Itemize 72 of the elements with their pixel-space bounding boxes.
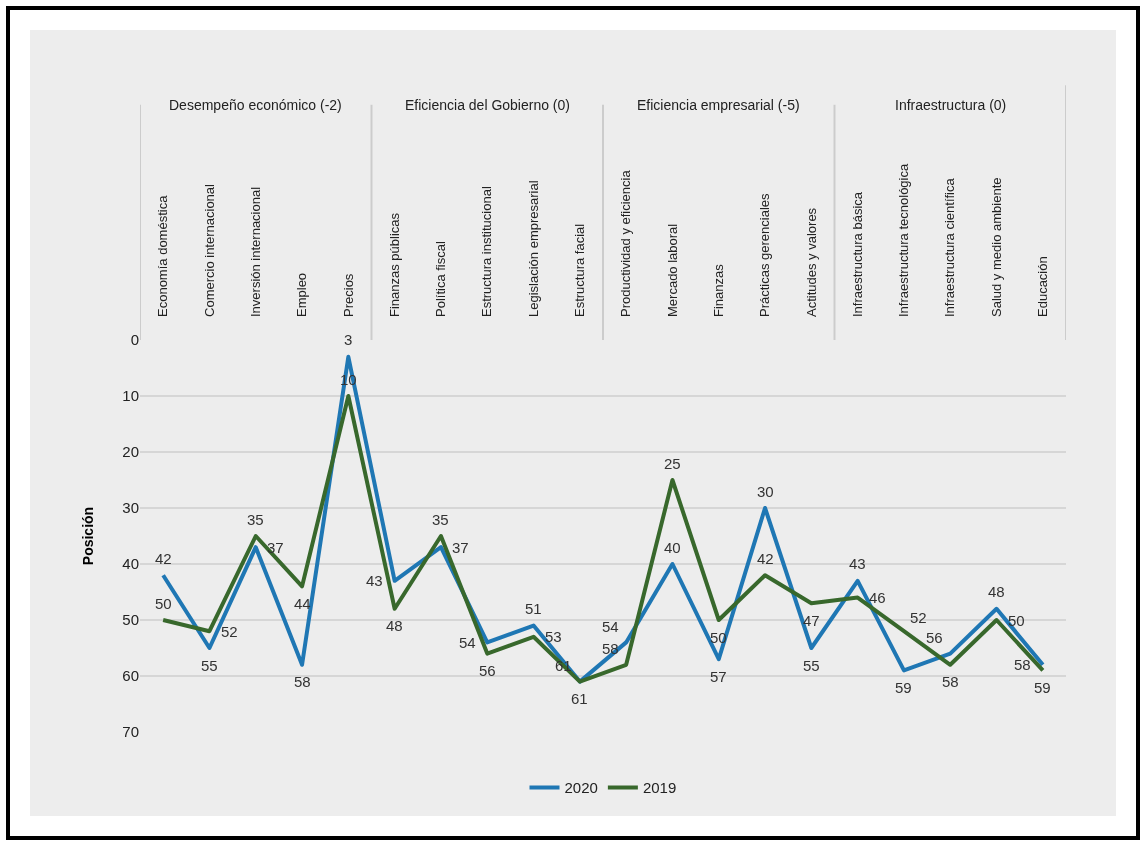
- data-label: 53: [545, 628, 562, 645]
- data-label: 43: [366, 572, 383, 589]
- x-tick-label: Finanzas: [710, 263, 726, 317]
- data-label: 25: [664, 455, 681, 472]
- x-tick-label: Finanzas públicas: [386, 212, 402, 317]
- data-label: 56: [926, 629, 943, 646]
- legend-label: 2019: [642, 779, 677, 797]
- x-tick-label: Legislación empresarial: [525, 180, 541, 317]
- data-label: 61: [555, 657, 572, 674]
- x-tick-label: Estructura facial: [572, 223, 588, 317]
- data-label: 50: [155, 595, 172, 612]
- data-label: 54: [459, 634, 476, 651]
- data-label: 54: [602, 618, 619, 635]
- y-tick-label: 20: [122, 443, 139, 461]
- legend-label: 2020: [564, 779, 598, 797]
- data-label: 37: [452, 539, 469, 556]
- data-label: 48: [988, 583, 1005, 600]
- data-label: 58: [294, 673, 311, 690]
- data-label: 48: [386, 617, 403, 634]
- text: Eficiencia empresarial (-5): [637, 97, 800, 113]
- data-label: 61: [571, 690, 588, 707]
- data-label: 51: [525, 600, 542, 617]
- x-tick-label: Política fiscal: [433, 241, 449, 317]
- y-tick-label: 10: [122, 387, 139, 405]
- y-tick-label: 50: [122, 611, 139, 629]
- data-label: 55: [803, 657, 820, 674]
- x-tick-label: Empleo: [294, 272, 310, 317]
- data-label: 35: [247, 511, 264, 528]
- y-tick-label: 70: [122, 723, 139, 741]
- x-tick-label: Salud y medio ambiente: [988, 177, 1004, 317]
- text: Eficiencia del Gobierno (0): [405, 97, 570, 113]
- x-tick-label: Inversión internacional: [247, 186, 263, 317]
- data-label: 59: [895, 679, 912, 696]
- x-tick-label: Infraestructura tecnológica: [896, 163, 912, 317]
- data-label: 58: [602, 640, 619, 657]
- data-label: 42: [757, 550, 774, 567]
- x-tick-label: Comercio internacional: [201, 183, 217, 317]
- data-label: 46: [869, 589, 886, 606]
- data-label: 55: [201, 657, 218, 674]
- text: Infraestructura (0): [895, 97, 1007, 113]
- y-tick-label: 40: [122, 555, 139, 573]
- x-tick-label: Prácticas gerenciales: [757, 192, 773, 317]
- data-label: 57: [710, 668, 727, 685]
- data-label: 42: [155, 550, 172, 567]
- x-tick-label: Infraestructura básica: [849, 191, 865, 317]
- data-label: 37: [267, 539, 284, 556]
- x-tick-label: Productividad y eficiencia: [618, 169, 634, 317]
- text: Desempeño económico (-2): [169, 97, 342, 113]
- y-tick-label: 30: [122, 499, 139, 517]
- data-label: 43: [849, 555, 866, 572]
- x-tick-label: Mercado laboral: [664, 223, 680, 317]
- data-label: 40: [664, 539, 681, 556]
- data-label: 59: [1034, 679, 1051, 696]
- data-label: 47: [803, 612, 820, 629]
- data-label: 3: [344, 331, 353, 348]
- x-tick-label: Educación: [1035, 256, 1051, 317]
- data-label: 50: [1008, 612, 1025, 629]
- data-label: 58: [1014, 656, 1031, 673]
- x-tick-label: Actitudes y valores: [803, 207, 819, 317]
- y-axis-title: Posición: [79, 506, 96, 566]
- data-label: 56: [479, 662, 496, 679]
- data-label: 52: [221, 623, 238, 640]
- data-label: 52: [910, 609, 927, 626]
- y-tick-label: 60: [122, 667, 139, 685]
- data-label: 30: [757, 483, 774, 500]
- data-label: 35: [432, 511, 449, 528]
- x-tick-label: Estructura institucional: [479, 186, 495, 317]
- x-tick-label: Economía doméstica: [155, 194, 171, 317]
- x-tick-label: Infraestructura científica: [942, 177, 958, 317]
- x-tick-label: Precios: [340, 273, 356, 317]
- y-tick-label: 0: [130, 331, 139, 349]
- data-label: 58: [942, 673, 959, 690]
